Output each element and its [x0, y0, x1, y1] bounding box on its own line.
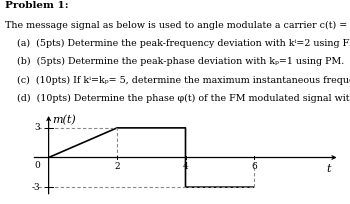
Text: 3: 3 [34, 123, 40, 132]
Text: 6: 6 [251, 162, 257, 171]
Text: -3: -3 [32, 183, 40, 192]
Text: t: t [326, 164, 331, 174]
Text: (b)  (5pts) Determine the peak-phase deviation with kₚ=1 using PM.: (b) (5pts) Determine the peak-phase devi… [5, 57, 344, 66]
Text: Problem 1:: Problem 1: [5, 1, 69, 10]
Text: 2: 2 [114, 162, 120, 171]
Text: m(t): m(t) [53, 115, 76, 125]
Text: (d)  (10pts) Determine the phase φ(t) of the FM modulated signal with kⁱ=2.: (d) (10pts) Determine the phase φ(t) of … [5, 94, 350, 103]
Text: The message signal as below is used to angle modulate a carrier c(t) = 100cos400: The message signal as below is used to a… [5, 21, 350, 30]
Text: 0: 0 [34, 161, 40, 170]
Text: (a)  (5pts) Determine the peak-frequency deviation with kⁱ=2 using FM.: (a) (5pts) Determine the peak-frequency … [5, 39, 350, 48]
Text: 4: 4 [183, 162, 188, 171]
Text: (c)  (10pts) If kⁱ=kₚ= 5, determine the maximum instantaneous frequency in FM an: (c) (10pts) If kⁱ=kₚ= 5, determine the m… [5, 75, 350, 84]
